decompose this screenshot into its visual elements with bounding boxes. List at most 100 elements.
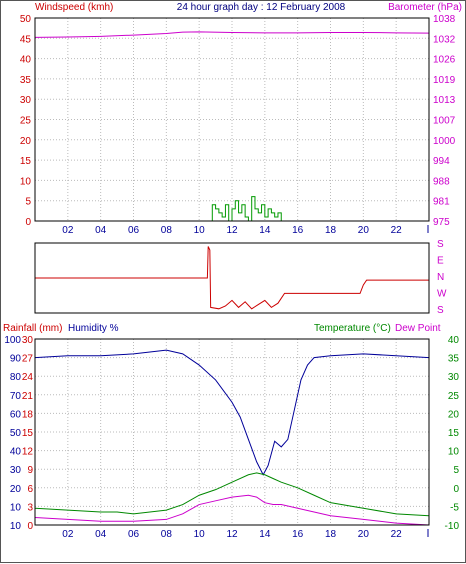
x-tick-label: 06: [128, 529, 140, 540]
direction-label-w: W: [437, 289, 447, 300]
y-right-tick-label: 975: [433, 217, 450, 228]
humidity-tick-label: 80: [10, 372, 22, 383]
y-right-tick-label: 1007: [433, 116, 456, 127]
rainfall-tick-label: 9: [27, 465, 33, 476]
y-right-tick-label: 1026: [433, 55, 456, 66]
rainfall-tick-label: 18: [22, 409, 34, 420]
y-right-tick-label: 1000: [433, 136, 456, 147]
y-left-tick-label: 0: [25, 217, 31, 228]
y-left-tick-label: 50: [20, 14, 32, 25]
temperature-tick-label: -10: [445, 521, 460, 532]
x-tick-label: 06: [128, 225, 140, 236]
y-right-tick-label: 1013: [433, 95, 456, 106]
temperature-tick-label: 5: [453, 465, 459, 476]
x-tick-label: 08: [161, 225, 173, 236]
y-right-tick-label: 1038: [433, 14, 456, 25]
x-tick-label: 10: [194, 225, 206, 236]
panel-bottom-border: [34, 338, 430, 526]
temperature-tick-label: -5: [450, 502, 459, 513]
barometer-axis-label: Barometer (hPa): [388, 2, 462, 13]
temperature-tick-label: 30: [448, 372, 460, 383]
rainfall-tick-label: 27: [22, 354, 34, 365]
y-left-tick-label: 25: [20, 116, 32, 127]
x-tick-label: 02: [62, 225, 74, 236]
y-right-tick-label: 1032: [433, 34, 456, 45]
temperature-series-line: [34, 472, 430, 517]
x-tick-label: 04: [95, 225, 107, 236]
humidity-tick-label: 10: [10, 521, 22, 532]
x-tick-label: 04: [95, 529, 107, 540]
temperature-tick-label: 40: [448, 335, 460, 346]
direction-label-s: S: [437, 305, 444, 316]
rainfall-tick-label: 0: [27, 521, 33, 532]
x-tick-label: 16: [292, 225, 304, 236]
y-left-tick-label: 45: [20, 34, 32, 45]
rainfall-tick-label: 12: [22, 447, 34, 458]
y-left-tick-label: 30: [20, 95, 32, 106]
temperature-tick-label: 0: [453, 484, 459, 495]
x-tick-label: 18: [325, 529, 337, 540]
humidity-series-line: [34, 349, 430, 476]
temperature-axis-label: Temperature (°C): [314, 323, 391, 334]
y-left-tick-label: 20: [20, 136, 32, 147]
humidity-tick-label: 90: [10, 354, 22, 365]
humidity-tick-label: 60: [10, 409, 22, 420]
y-left-tick-label: 10: [20, 176, 32, 187]
rainfall-tick-label: 30: [22, 335, 34, 346]
x-tick-label: 22: [391, 529, 403, 540]
direction-label-s: S: [437, 239, 444, 250]
humidity-tick-label: 10: [10, 502, 22, 513]
y-right-tick-label: 1019: [433, 75, 456, 86]
temperature-tick-label: 15: [448, 428, 460, 439]
temperature-tick-label: 35: [448, 354, 460, 365]
humidity-tick-label: 70: [10, 391, 22, 402]
rainfall-tick-label: 15: [22, 428, 34, 439]
humidity-tick-label: 50: [10, 428, 22, 439]
x-tick-label: 14: [259, 529, 271, 540]
x-tick-label: 14: [259, 225, 271, 236]
temperature-tick-label: 20: [448, 409, 460, 420]
y-left-tick-label: 15: [20, 156, 32, 167]
y-left-tick-label: 5: [25, 197, 31, 208]
humidity-axis-label: Humidity %: [68, 323, 119, 334]
humidity-tick-label: 20: [10, 484, 22, 495]
wind-direction-series-line: [35, 246, 429, 310]
dewpoint-axis-label: Dew Point: [395, 323, 441, 334]
y-right-tick-label: 988: [433, 176, 450, 187]
rainfall-tick-label: 6: [27, 484, 33, 495]
graph-title: 24 hour graph day : 12 February 2008: [177, 2, 346, 13]
y-left-tick-label: 40: [20, 55, 32, 66]
y-right-tick-label: 994: [433, 156, 450, 167]
humidity-tick-label: 30: [10, 465, 22, 476]
humidity-tick-label: 40: [10, 447, 22, 458]
x-tick-label: 20: [358, 529, 370, 540]
x-tick-label: 02: [62, 529, 74, 540]
x-tick-label: 12: [226, 225, 238, 236]
rainfall-axis-label: Rainfall (mm): [3, 323, 62, 334]
rainfall-tick-label: 21: [22, 391, 34, 402]
x-tick-label: 10: [194, 529, 206, 540]
panel-mid-border: [34, 242, 430, 314]
rainfall-tick-label: 3: [27, 502, 33, 513]
direction-label-n: N: [437, 272, 444, 283]
panel-top-border: [34, 17, 430, 222]
x-tick-label: 12: [226, 529, 238, 540]
x-tick-label: 18: [325, 225, 337, 236]
y-left-tick-label: 35: [20, 75, 32, 86]
x-tick-label: 08: [161, 529, 173, 540]
x-tick-label: 22: [391, 225, 403, 236]
dewpoint-series-line: [34, 494, 430, 526]
temperature-tick-label: 25: [448, 391, 460, 402]
windspeed-series-line: [35, 196, 429, 222]
temperature-tick-label: 10: [448, 447, 460, 458]
wind-barometer-panel: 0 975 5 981 10 988 15 994 20 1000 25 1007 30 1013 35 10…: [20, 14, 456, 236]
x-tick-label: 16: [292, 529, 304, 540]
humidity-tick-label: 100: [4, 335, 21, 346]
y-right-tick-label: 981: [433, 197, 450, 208]
barometer-series-line: [34, 31, 430, 38]
x-tick-label: 20: [358, 225, 370, 236]
